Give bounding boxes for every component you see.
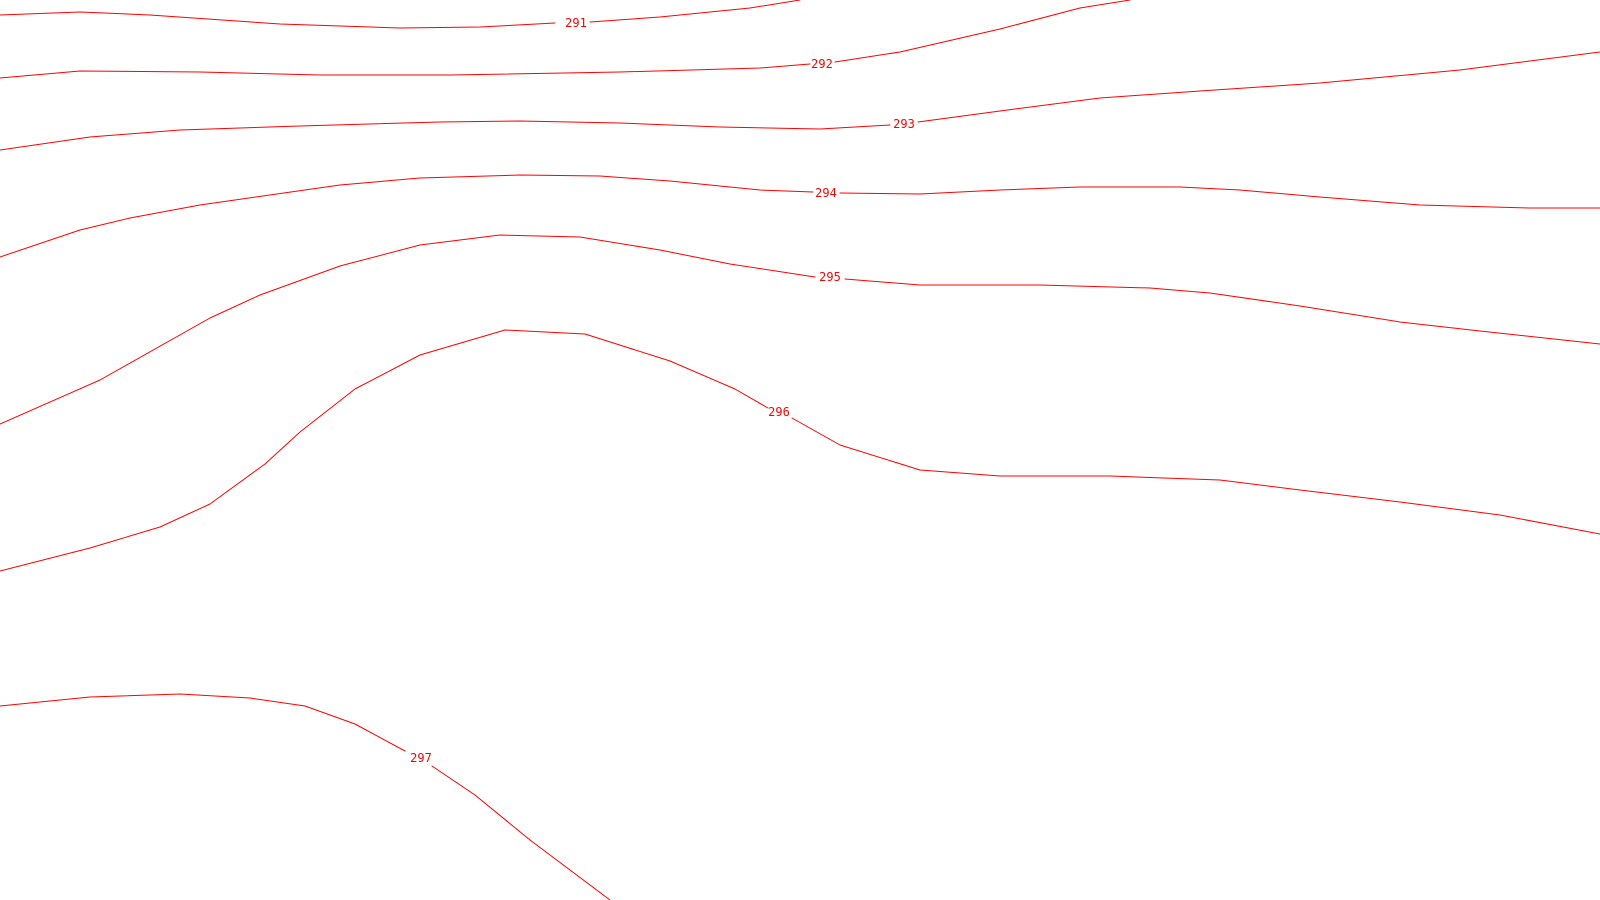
contour-291: 291 [0,0,801,30]
contour-line-291 [0,0,801,29]
contour-293: 293 [0,51,1600,151]
contour-label-294: 294 [815,186,837,200]
contour-296: 296 [0,329,1600,572]
contour-line-297 [0,693,611,900]
contour-label-292: 292 [811,57,833,71]
contour-line-294 [0,174,1600,258]
contour-label-295: 295 [819,270,841,284]
contour-line-295 [0,234,1600,425]
contour-292: 292 [0,0,1131,79]
contour-label-291: 291 [565,16,587,30]
contour-295: 295 [0,234,1600,425]
contour-label-297: 297 [410,751,432,765]
contour-297: 297 [0,693,611,900]
contour-line-293 [0,51,1600,151]
contour-label-296: 296 [768,405,790,419]
contour-line-296 [0,329,1600,572]
contour-line-292 [0,0,1131,79]
contour-294: 294 [0,174,1600,258]
contour-label-293: 293 [893,117,915,131]
